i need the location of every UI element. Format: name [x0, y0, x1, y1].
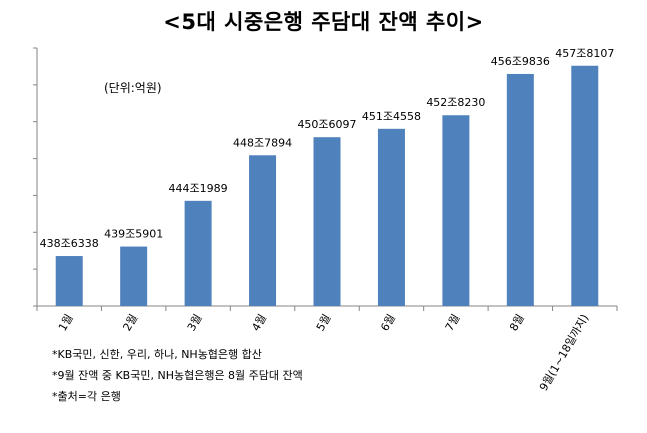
footnote-source: *출처=각 은행 — [52, 390, 121, 403]
data-label: 448조7894 — [233, 136, 292, 149]
footnote-banks: *KB국민, 신한, 우리, 하나, NH농협은행 합산 — [52, 348, 262, 361]
data-label: 439조5901 — [104, 228, 163, 241]
data-label: 452조8230 — [426, 96, 485, 109]
bar — [506, 73, 534, 306]
bar — [377, 128, 405, 306]
category-label: 1월 — [56, 312, 76, 333]
data-label: 451조4558 — [362, 110, 421, 123]
category-label: 3월 — [185, 312, 205, 333]
bar — [120, 246, 148, 306]
unit-label: (단위:억원) — [104, 81, 162, 95]
data-label: 456조9836 — [491, 55, 550, 68]
category-label: 7월 — [443, 312, 463, 333]
data-label: 438조6338 — [40, 237, 99, 250]
category-label: 2월 — [120, 312, 140, 333]
bar — [249, 155, 277, 306]
bar — [442, 115, 470, 307]
category-label: 6월 — [378, 312, 398, 333]
data-label: 450조6097 — [297, 118, 356, 131]
data-label: 457조8107 — [555, 47, 614, 60]
chart-title: <5대 시중은행 주담대 잔액 추이> — [163, 10, 484, 34]
data-label: 444조1989 — [169, 182, 228, 195]
category-label: 5월 — [314, 312, 334, 333]
footnote-september: *9월 잔액 중 KB국민, NH농협은행은 8월 주담대 잔액 — [52, 369, 303, 382]
bar — [184, 200, 212, 306]
bar — [55, 256, 83, 306]
bar — [313, 137, 341, 306]
category-label: 9월(1~18일까지) — [536, 312, 591, 394]
footnotes: *KB국민, 신한, 우리, 하나, NH농협은행 합산 *9월 잔액 중 KB… — [52, 344, 303, 407]
category-label: 8월 — [507, 312, 527, 333]
bar — [571, 65, 599, 306]
category-label: 4월 — [249, 312, 269, 333]
